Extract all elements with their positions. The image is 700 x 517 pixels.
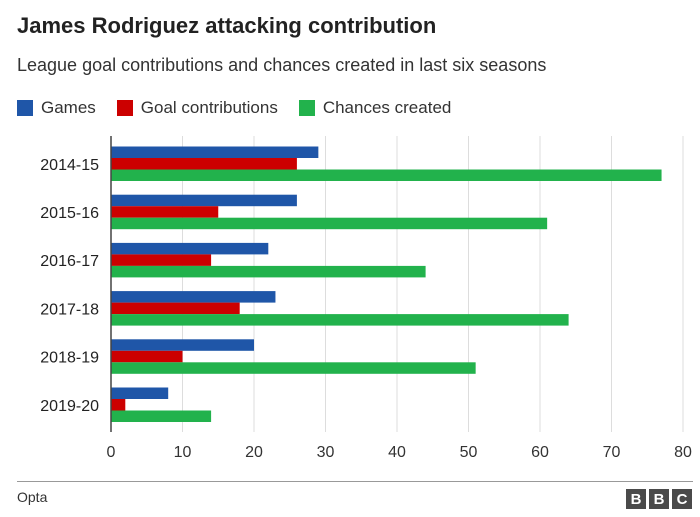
bar-goal-contributions bbox=[111, 254, 212, 266]
bar-chances-created bbox=[111, 362, 476, 374]
category-label: 2016-17 bbox=[40, 253, 99, 270]
x-tick-label: 10 bbox=[174, 444, 192, 461]
category-label: 2018-19 bbox=[40, 350, 99, 367]
legend-label-games: Games bbox=[41, 98, 96, 117]
bar-games bbox=[111, 194, 297, 207]
legend-swatch-chances-created bbox=[298, 100, 315, 116]
legend: Games Goal contributions Chances created bbox=[17, 98, 472, 118]
category-label: 2017-18 bbox=[40, 301, 99, 318]
x-tick-label: 80 bbox=[674, 444, 692, 461]
bar-chances-created bbox=[111, 265, 426, 278]
x-tick-label: 0 bbox=[107, 444, 116, 461]
bbc-logo-letter: B bbox=[626, 489, 646, 509]
footer-divider bbox=[17, 481, 693, 482]
bar-chances-created bbox=[111, 314, 569, 326]
bbc-logo-letter: C bbox=[672, 489, 692, 509]
bar-goal-contributions bbox=[111, 206, 219, 218]
x-tick-label: 20 bbox=[245, 444, 263, 461]
source-label: Opta bbox=[17, 489, 48, 505]
bar-goal-contributions bbox=[111, 302, 240, 315]
bbc-logo: B B C bbox=[626, 489, 692, 509]
legend-swatch-games bbox=[17, 100, 33, 116]
x-tick-label: 50 bbox=[460, 444, 478, 461]
bar-chart: 0 10 20 30 40 50 60 70 80 2014-15 2015-16 2016-17 20… bbox=[40, 136, 692, 461]
chart-subtitle: League goal contributions and chances cr… bbox=[17, 55, 547, 75]
legend-label-chances-created: Chances created bbox=[322, 98, 452, 117]
bar-games bbox=[111, 242, 269, 255]
legend-label-goal-contributions: Goal contributions bbox=[140, 98, 278, 117]
bar-goal-contributions bbox=[111, 350, 183, 363]
bar-games bbox=[111, 387, 169, 399]
category-label: 2015-16 bbox=[40, 205, 99, 222]
bar-goal-contributions bbox=[111, 158, 297, 170]
bbc-logo-letter: B bbox=[649, 489, 669, 509]
x-tick-label: 30 bbox=[317, 444, 335, 461]
bar-games bbox=[111, 339, 254, 351]
bar-chances-created bbox=[111, 169, 662, 181]
bar-games bbox=[111, 146, 319, 158]
bar-chances-created bbox=[111, 410, 212, 422]
bar-games bbox=[111, 291, 276, 303]
category-label: 2019-20 bbox=[40, 398, 99, 415]
category-label: 2014-15 bbox=[40, 157, 99, 174]
legend-item-goal-contributions: Goal contributions bbox=[116, 98, 278, 118]
legend-item-games: Games bbox=[17, 98, 96, 118]
legend-item-chances-created: Chances created bbox=[298, 98, 452, 118]
x-tick-label: 70 bbox=[603, 444, 621, 461]
bar-chances-created bbox=[111, 217, 548, 230]
chart-title: James Rodriguez attacking contribution bbox=[17, 13, 437, 38]
legend-swatch-goal-contributions bbox=[116, 100, 133, 116]
x-tick-label: 40 bbox=[388, 444, 406, 461]
x-tick-label: 60 bbox=[531, 444, 549, 461]
bar-goal-contributions bbox=[111, 399, 126, 411]
